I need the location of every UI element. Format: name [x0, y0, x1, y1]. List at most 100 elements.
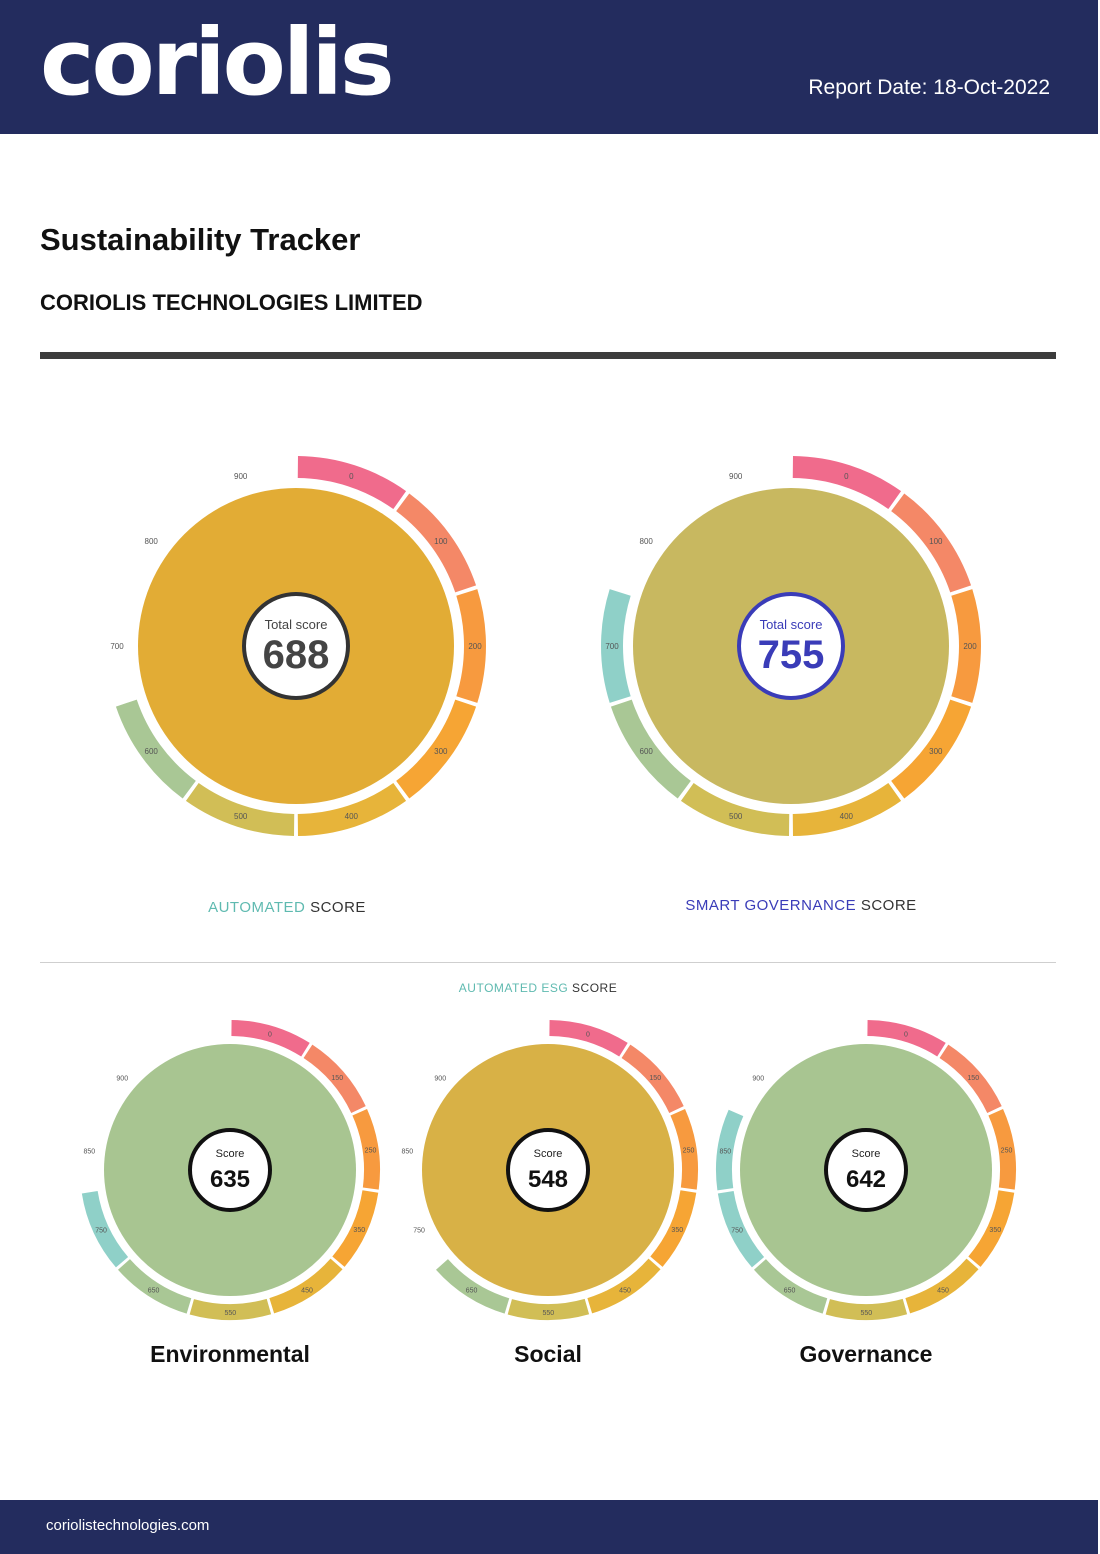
score-value: 635	[210, 1166, 250, 1193]
gauge-band-segment	[716, 1109, 744, 1191]
gauge-band-segment	[792, 782, 902, 836]
gauge-band-segment	[81, 1190, 129, 1268]
gauge-band-label: 150	[331, 1075, 343, 1082]
gauge-band-label: 200	[468, 642, 482, 651]
gauge-band-segment	[867, 1020, 946, 1057]
gauge-band-segment	[680, 782, 790, 836]
gauge-band-segment	[115, 699, 196, 799]
score-value: 548	[528, 1166, 568, 1193]
gauge-band-segment	[297, 782, 407, 836]
gauge-band-label: 400	[345, 812, 359, 821]
smart-governance-score-caption: SMART GOVERNANCE SCORE	[685, 897, 916, 914]
title-divider	[40, 352, 1056, 359]
gauge-band-label: 0	[349, 472, 354, 481]
footer-website-link[interactable]: coriolistechnologies.com	[46, 1517, 210, 1534]
gauge-band-segment	[189, 1298, 272, 1320]
gauge-band-label: 150	[649, 1075, 661, 1082]
caption-highlight: AUTOMATED	[208, 899, 306, 916]
score-caption: Total score	[265, 617, 328, 632]
gauge-band-segment	[549, 1020, 628, 1057]
gauge-tick-label: 800	[145, 537, 159, 546]
gauge-band-segment	[891, 493, 972, 593]
gauge-band-label: 500	[234, 812, 248, 821]
gauge-band-segment	[891, 699, 972, 799]
gauge-band-label: 0	[844, 472, 849, 481]
social-score-gauge: 0 150 250 350 450 550 650 750 850 900 Score 548	[398, 1020, 698, 1320]
automated-esg-score-caption: AUTOMATED ESG SCORE	[459, 981, 617, 995]
gauge-band-label: 0	[268, 1032, 272, 1039]
gauge-band-segment	[951, 589, 981, 703]
section-divider	[40, 962, 1056, 963]
gauge-band-label: 450	[937, 1287, 949, 1294]
gauge-band-label: 550	[543, 1310, 555, 1317]
gauge-band-segment	[396, 699, 477, 799]
gauge-band-label: 650	[148, 1288, 160, 1295]
gauge-band-label: 350	[989, 1227, 1001, 1234]
score-value: 755	[758, 633, 825, 677]
score-value: 688	[263, 633, 330, 677]
score-badge	[824, 1128, 908, 1212]
gauge-band-segment	[717, 1190, 765, 1268]
company-name: CORIOLIS TECHNOLOGIES LIMITED	[40, 290, 423, 315]
caption-suffix: SCORE	[860, 897, 917, 914]
gauge-tick-label: 800	[640, 537, 654, 546]
gauge-tick-label: 850	[402, 1148, 414, 1155]
caption-highlight: SMART GOVERNANCE	[685, 897, 857, 914]
gauge-tick-label: 750	[413, 1227, 425, 1234]
gauge-tick-label: 900	[116, 1075, 128, 1082]
gauge-svg: 0 150 250 350 450 550 650 750 850 900 Score 548	[402, 1020, 698, 1320]
gauge-band-label: 750	[95, 1227, 107, 1234]
gauge-band-label: 100	[434, 537, 448, 546]
governance-label: Governance	[799, 1341, 933, 1367]
gauge-band-segment	[825, 1298, 908, 1320]
gauge-band-segment	[754, 1259, 828, 1314]
gauge-band-segment	[332, 1190, 379, 1267]
caption-suffix: SCORE	[572, 981, 618, 995]
caption-suffix: SCORE	[310, 899, 366, 916]
gauge-band-label: 500	[729, 812, 743, 821]
page-title: Sustainability Tracker	[40, 222, 361, 257]
gauge-band-segment	[396, 493, 477, 593]
score-caption: Total score	[760, 617, 823, 632]
gauge-band-label: 250	[683, 1148, 695, 1155]
gauge-band-segment	[939, 1044, 1002, 1113]
gauge-band-label: 650	[784, 1288, 796, 1295]
score-badge	[188, 1128, 272, 1212]
header-bar: coriolis Report Date: 18-Oct-2022	[0, 0, 1098, 134]
gauge-band-label: 0	[586, 1032, 590, 1039]
gauge-band-label: 450	[619, 1287, 631, 1294]
social-label: Social	[514, 1341, 582, 1367]
score-badge	[737, 592, 845, 700]
smart-governance-score-gauge: 0 100 200 300 400 500 600 700 800 900 Total score 7…	[601, 456, 981, 836]
gauge-band-segment	[610, 699, 691, 799]
gauge-band-label: 550	[225, 1310, 237, 1317]
gauge-band-segment	[231, 1020, 310, 1057]
governance-score-gauge: 0 150 250 350 450 550 650 750 850 900 Score 642	[716, 1020, 1016, 1320]
gauge-band-label: 650	[466, 1288, 478, 1295]
gauge-band-segment	[650, 1190, 697, 1267]
gauge-tick-label: 900	[234, 472, 248, 481]
gauge-svg: 0 150 250 350 450 550 650 750 850 900 Score 635	[81, 1020, 380, 1320]
gauge-tick-label: 900	[434, 1075, 446, 1082]
gauge-band-segment	[621, 1044, 684, 1113]
automated-score-gauge: 0 100 200 300 400 500 600 700 800 900 Total score 6…	[106, 456, 486, 836]
gauge-band-segment	[601, 589, 631, 703]
gauge-band-label: 750	[731, 1227, 743, 1234]
gauge-band-segment	[792, 456, 902, 510]
gauge-band-label: 300	[434, 747, 448, 756]
gauge-band-segment	[968, 1190, 1015, 1267]
gauge-band-label: 350	[353, 1227, 365, 1234]
gauge-band-label: 0	[904, 1032, 908, 1039]
gauge-band-label: 200	[963, 642, 977, 651]
gauge-band-segment	[507, 1298, 590, 1320]
gauge-band-label: 400	[840, 812, 854, 821]
gauge-band-label: 150	[967, 1075, 979, 1082]
gauge-tick-label: 900	[729, 472, 743, 481]
score-caption: Score	[534, 1148, 563, 1160]
gauge-band-segment	[905, 1258, 979, 1314]
gauge-band-segment	[456, 589, 486, 703]
gauge-band-label: 850	[720, 1148, 732, 1155]
footer-bar	[0, 1500, 1098, 1554]
gauge-svg: 0 100 200 300 400 500 600 700 800 900 Total score7…	[601, 456, 981, 836]
gauge-band-label: 100	[929, 537, 943, 546]
